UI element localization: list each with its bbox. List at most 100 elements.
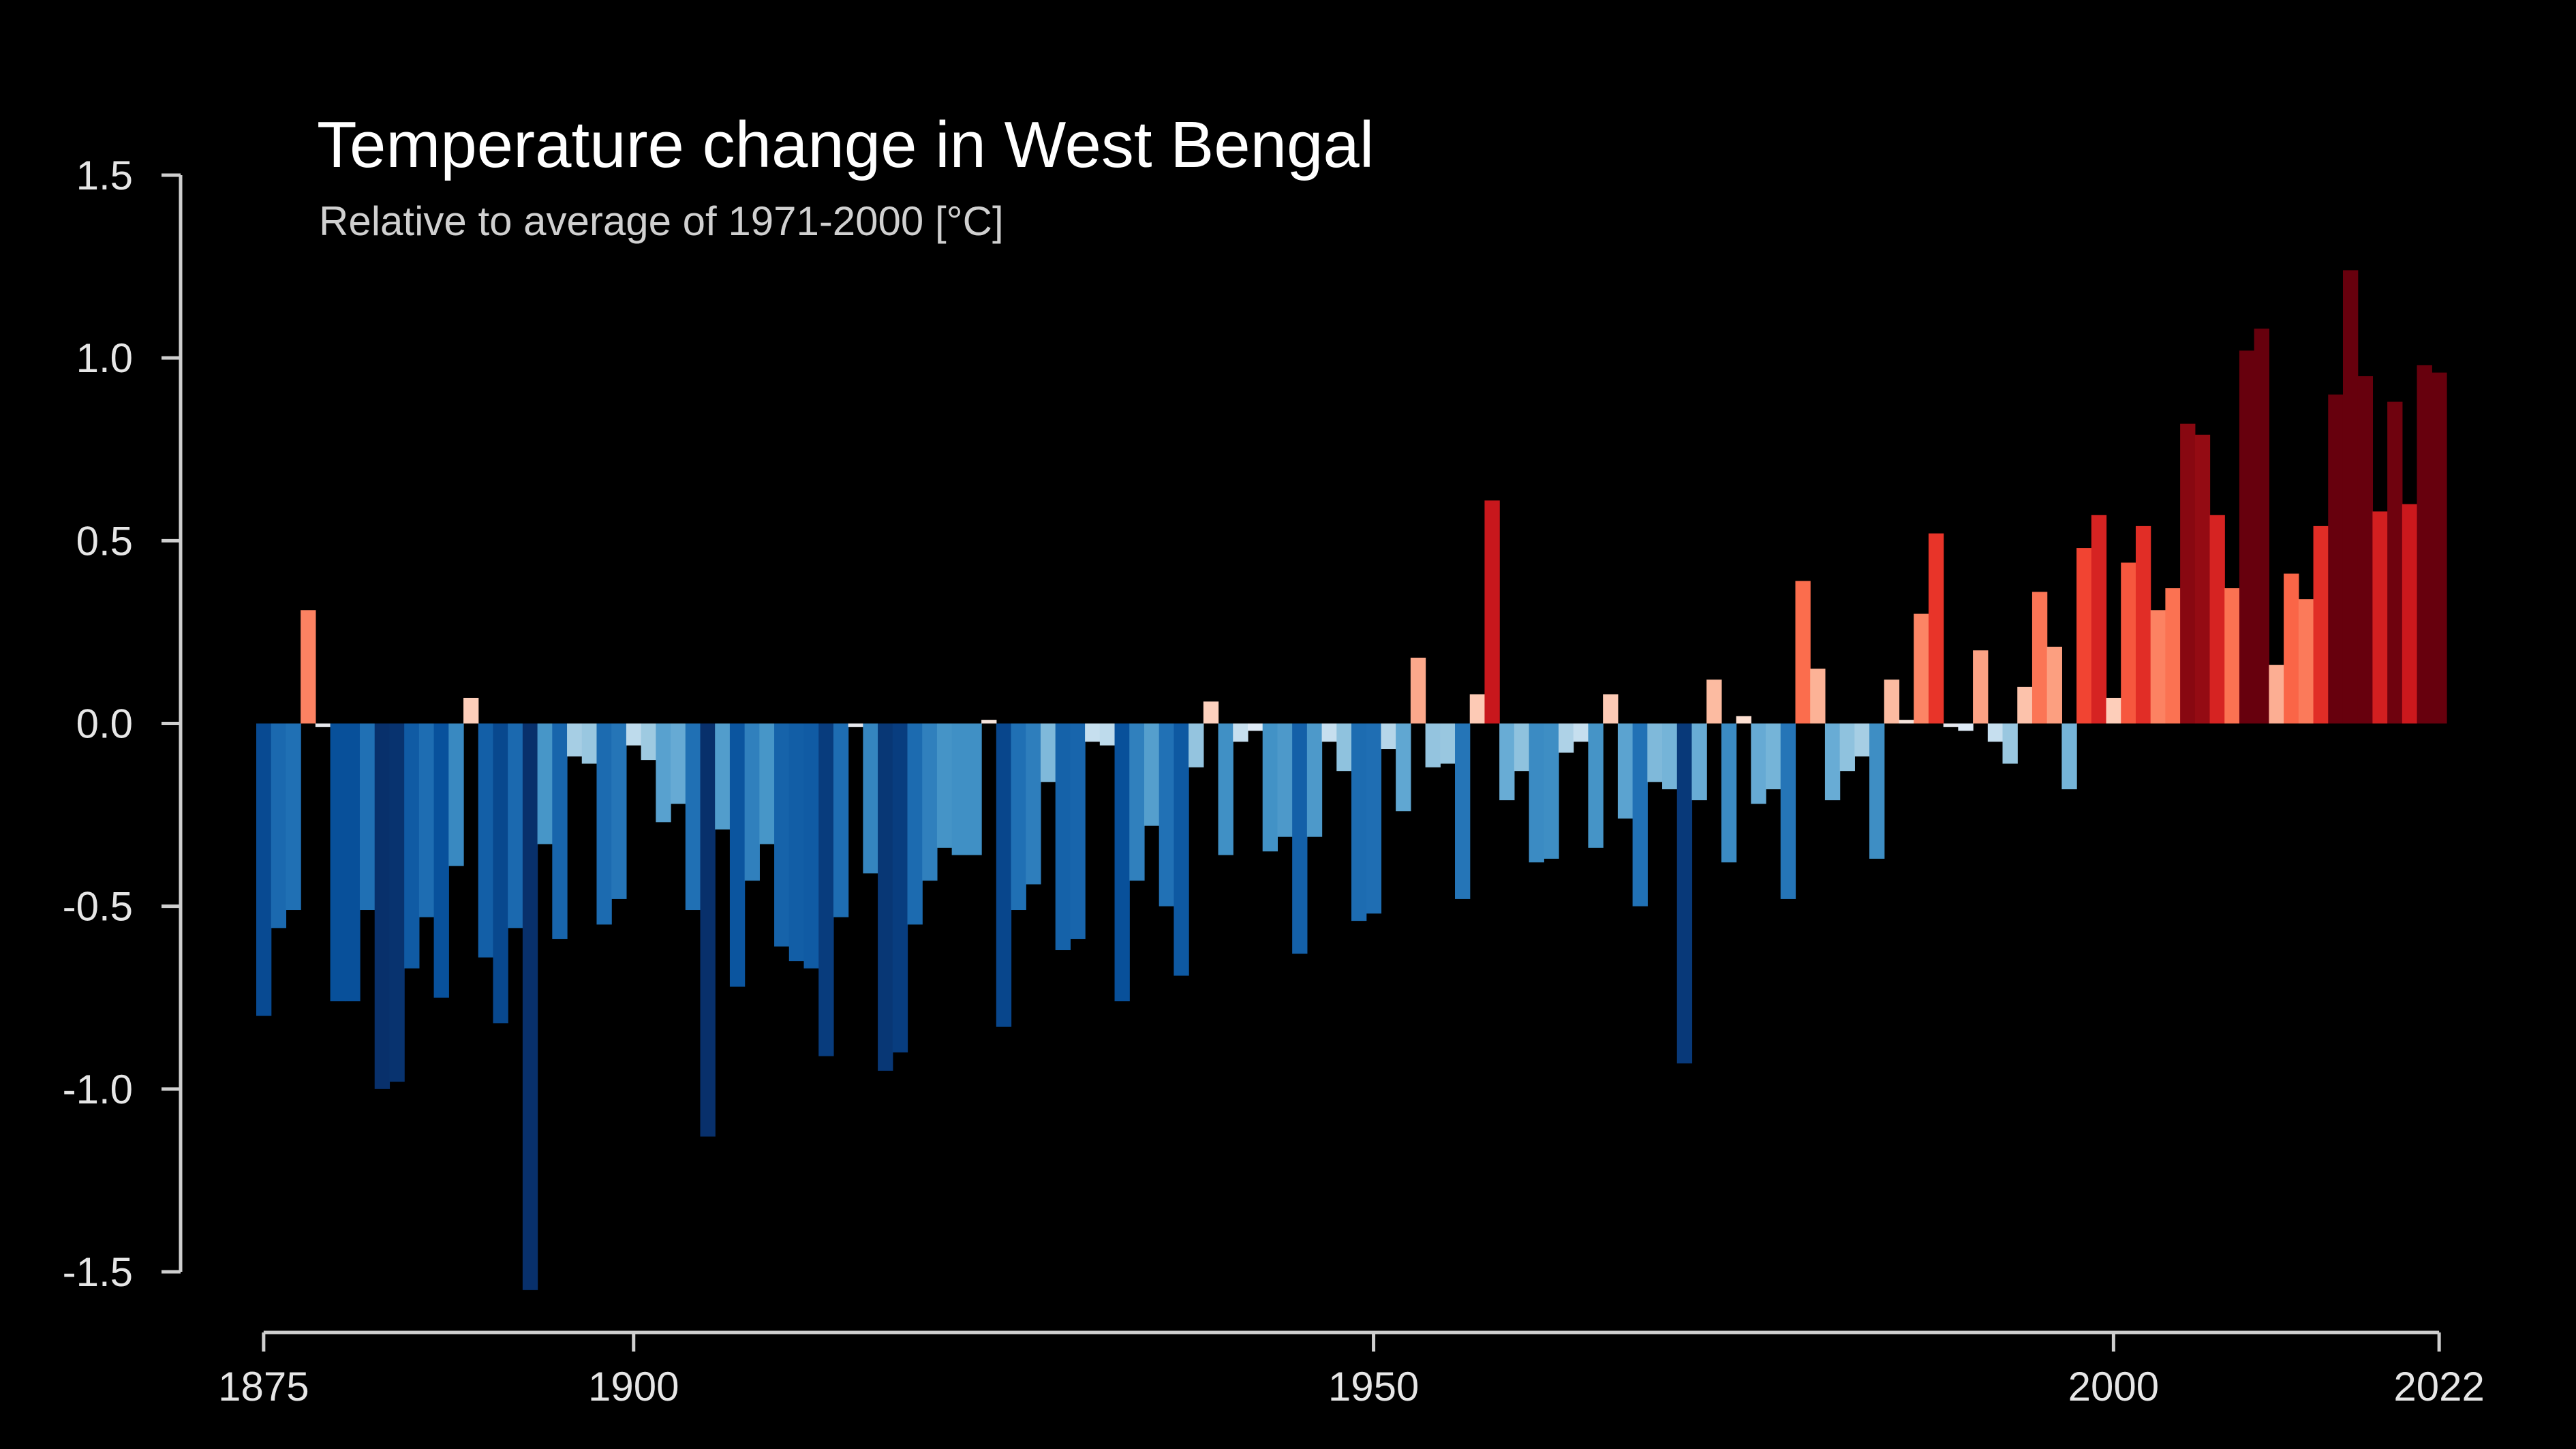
bar-1878 [301, 610, 316, 724]
bar-1984 [1869, 723, 1885, 859]
bar-1964 [1573, 723, 1589, 742]
bar-1938 [1189, 723, 1204, 767]
bar-2022 [2432, 372, 2447, 724]
bar-1921 [936, 723, 953, 848]
bar-1928 [1040, 723, 1056, 782]
bars-layer [256, 270, 2447, 1290]
bar-1976 [1751, 723, 1766, 804]
bar-2020 [2402, 504, 2418, 724]
bar-1910 [774, 723, 790, 947]
bar-1879 [315, 723, 331, 727]
bar-1896 [567, 723, 583, 757]
bar-1887 [433, 723, 449, 998]
bar-1998 [2076, 548, 2092, 724]
bar-1931 [1085, 723, 1101, 742]
x-tick-label: 1875 [218, 1364, 309, 1409]
bar-1952 [1396, 723, 1411, 812]
bar-1920 [922, 723, 938, 881]
bar-2021 [2417, 365, 2432, 724]
bar-1900 [626, 723, 642, 746]
y-tick-label: 0.5 [76, 518, 133, 564]
bar-1888 [448, 723, 464, 866]
bar-1936 [1159, 723, 1175, 906]
bar-1902 [656, 723, 671, 823]
bar-1940 [1218, 723, 1233, 855]
bar-1988 [1928, 533, 1944, 724]
bar-1935 [1144, 723, 1160, 826]
bar-1943 [1262, 723, 1278, 852]
bar-1932 [1099, 723, 1116, 746]
bar-1897 [581, 723, 598, 764]
bar-1934 [1129, 723, 1145, 881]
axes-layer: 1.5 1.0 0.5 0.0 -0.5 -1.0 -1.5 1875 1900 1950 2000… [63, 153, 2485, 1409]
bar-1876 [271, 723, 287, 928]
bar-1919 [907, 723, 923, 925]
bar-1999 [2091, 515, 2107, 724]
bar-2014 [2313, 525, 2329, 724]
bar-1950 [1366, 723, 1382, 914]
bar-2019 [2387, 401, 2403, 724]
bar-1973 [1706, 680, 1722, 724]
bar-1960 [1514, 723, 1530, 772]
bar-1966 [1603, 694, 1619, 724]
bar-1917 [878, 723, 893, 1071]
bar-1990 [1958, 723, 1974, 731]
bar-1970 [1662, 723, 1678, 790]
bar-1914 [833, 723, 849, 917]
bar-2004 [2165, 588, 2181, 724]
bar-1948 [1336, 723, 1352, 772]
bar-1965 [1588, 723, 1604, 848]
bar-2012 [2284, 573, 2299, 724]
bar-1909 [759, 723, 775, 844]
bar-1969 [1647, 723, 1663, 782]
bar-1961 [1529, 723, 1544, 863]
bar-1979 [1795, 581, 1811, 724]
bar-1895 [552, 723, 568, 939]
x-tick-label: 2022 [2393, 1364, 2484, 1409]
bar-1982 [1839, 723, 1855, 772]
bar-1894 [537, 723, 553, 844]
bar-1883 [374, 723, 390, 1089]
bar-1959 [1499, 723, 1515, 801]
bar-1985 [1884, 680, 1900, 724]
bar-1890 [478, 723, 494, 958]
bar-1889 [463, 697, 479, 724]
bar-1967 [1617, 723, 1634, 819]
bar-1949 [1351, 723, 1367, 921]
bar-1945 [1292, 723, 1308, 954]
bar-1908 [744, 723, 760, 881]
bar-1946 [1306, 723, 1323, 837]
bar-1905 [700, 723, 716, 1137]
bar-1898 [596, 723, 612, 925]
bar-1996 [2046, 646, 2062, 724]
bar-1913 [818, 723, 834, 1056]
bar-2013 [2298, 599, 2314, 724]
bar-1993 [2002, 723, 2018, 764]
bar-2010 [2254, 329, 2270, 724]
bar-2009 [2239, 350, 2255, 724]
bar-1918 [892, 723, 908, 1053]
bar-1911 [788, 723, 805, 962]
bar-1922 [951, 723, 967, 855]
bar-1941 [1233, 723, 1248, 742]
bar-1983 [1854, 723, 1870, 757]
bar-1951 [1381, 723, 1396, 750]
bar-1893 [522, 723, 538, 1290]
bar-1901 [641, 723, 656, 761]
bar-1991 [1973, 650, 1989, 724]
bar-2011 [2269, 665, 2284, 724]
bar-1930 [1070, 723, 1086, 939]
bar-1968 [1632, 723, 1648, 906]
x-tick-label: 2000 [2068, 1364, 2159, 1409]
bar-1957 [1469, 694, 1486, 724]
bar-1924 [981, 720, 997, 724]
bar-1907 [729, 723, 746, 987]
bar-2006 [2194, 434, 2211, 724]
bar-1972 [1691, 723, 1707, 801]
bar-1994 [2017, 686, 2033, 724]
bar-1929 [1055, 723, 1071, 951]
y-tick-label: -0.5 [63, 884, 133, 930]
bar-1877 [286, 723, 301, 911]
y-tick-label: 1.5 [76, 153, 133, 198]
